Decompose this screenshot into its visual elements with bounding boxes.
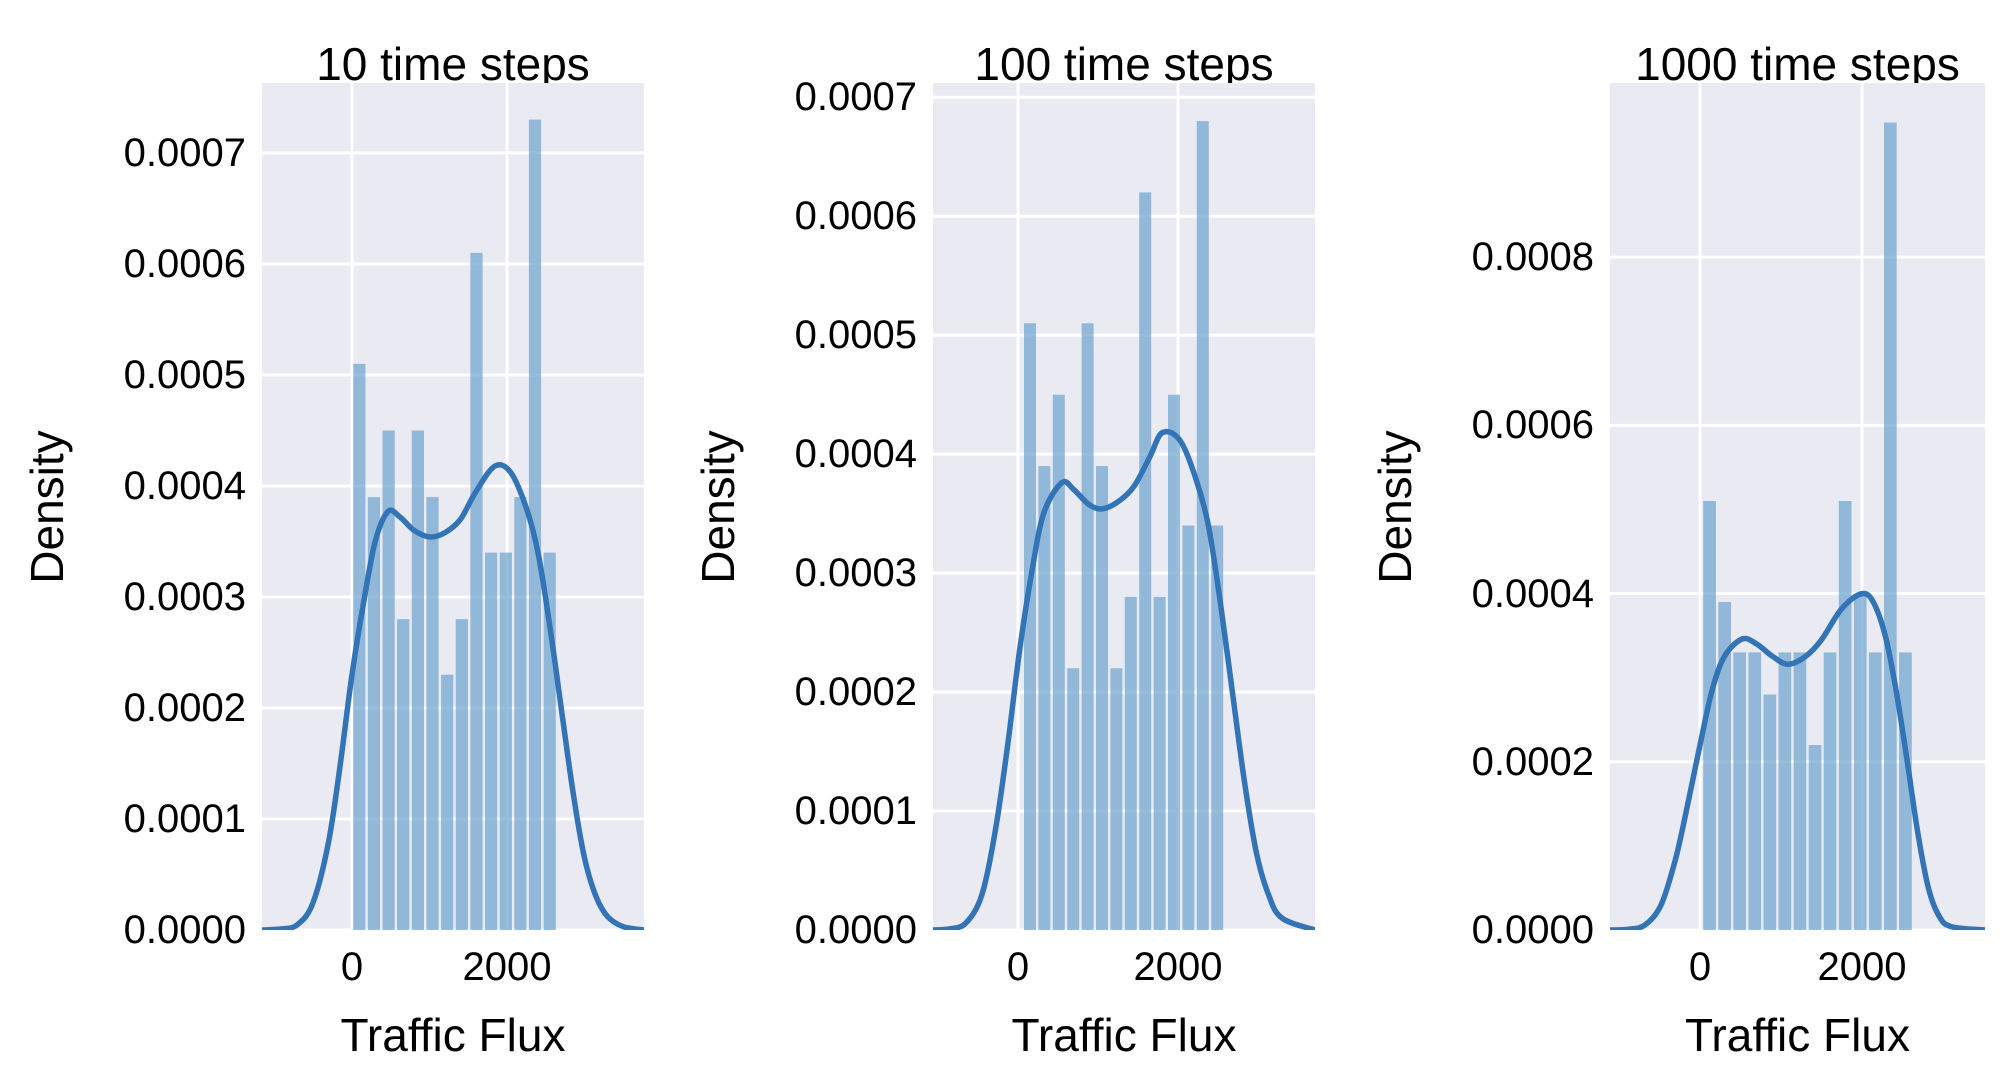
y-tick-label: 0.0004 [123,463,246,508]
histogram-bar [1182,525,1195,930]
histogram-bar [1196,121,1209,930]
x-tick-label: 0 [1006,945,1030,989]
histogram-bar [1778,652,1792,930]
kde-curve [1610,590,1985,930]
histogram-bar [1024,323,1036,930]
histogram-bar [470,252,483,930]
histogram-bar [455,619,468,930]
histogram-bar [1838,501,1852,930]
y-tick-label: 0.0003 [794,551,917,596]
histogram-bar [382,430,395,930]
histogram-bars [1024,121,1224,930]
y-tick-label: 0.0004 [794,432,917,477]
y-tick-label: 0.0000 [794,908,917,952]
y-tick-label: 0.0004 [1471,571,1594,616]
histogram-bar [1884,122,1897,930]
histogram-bar [1793,652,1807,930]
y-tick-label: 0.0002 [1471,739,1594,784]
y-tick-label: 0.0003 [123,574,246,619]
x-tick-label: 0 [340,945,364,989]
subplot-title: 1000 time steps [1635,38,1960,91]
histogram-bars [353,119,556,930]
histogram-bar [1038,466,1051,930]
y-tick-label: 0.0008 [1471,235,1594,280]
y-axis-label: Density [1369,429,1421,584]
histogram-bar [514,497,527,930]
histogram-bar [367,497,380,930]
y-tick-label: 0.0006 [794,194,917,239]
plot-area [262,83,644,930]
histogram-bar [441,674,454,930]
kde-curve [933,428,1315,930]
x-tick-label: 0 [1688,945,1712,989]
histogram-bar [1703,501,1716,930]
histogram-bar [1067,668,1080,930]
histogram-bars [1703,122,1912,930]
subplot-title: 100 time steps [974,38,1274,91]
histogram-bar [1124,596,1137,930]
y-tick-label: 0.0005 [794,313,917,358]
histogram-bar [353,363,366,930]
histogram-bar [1168,394,1180,930]
histogram-bar [1153,596,1166,930]
y-tick-label: 0.0000 [1471,908,1594,952]
histogram-bar [1808,745,1822,930]
histogram-bar [499,552,512,930]
kde-curve [262,461,644,930]
y-tick-label: 0.0002 [123,685,246,730]
plot-area [1610,83,1985,930]
histogram-bar [1748,652,1762,930]
histogram-bar [426,497,439,930]
y-tick-label: 0.0006 [1471,403,1594,448]
histogram-bar [1868,652,1882,930]
histogram-bar [1096,466,1108,930]
histogram-bar [1823,652,1837,930]
x-axis-label: Traffic Flux [340,1009,566,1061]
x-tick-label: 2000 [1817,945,1907,989]
y-tick-label: 0.0005 [123,352,246,397]
histogram-bar [528,119,542,930]
plot-area [933,83,1315,930]
histogram-bar [1853,593,1867,930]
histogram-bar [411,430,424,930]
histogram-bar [1718,602,1731,930]
y-tick-label: 0.0001 [123,796,246,841]
histogram-bar [1733,652,1746,930]
y-tick-label: 0.0007 [123,130,246,175]
y-axis-label: Density [692,429,744,584]
x-tick-label: 2000 [462,945,552,989]
histogram-bar [1052,394,1065,930]
x-axis-label: Traffic Flux [1011,1009,1237,1061]
histogram-bar [485,552,498,930]
x-axis-label: Traffic Flux [1685,1009,1910,1061]
y-tick-label: 0.0002 [794,670,917,715]
histogram-bar [1110,668,1123,930]
histogram-bar [1139,192,1152,930]
y-tick-label: 0.0007 [794,75,917,120]
histogram-bar [397,619,410,930]
x-tick-label: 2000 [1133,945,1223,989]
y-tick-label: 0.0000 [123,908,246,952]
histogram-bar [1081,323,1094,930]
subplot-title: 10 time steps [316,38,590,91]
y-tick-label: 0.0001 [794,789,917,834]
histogram-bar [1211,525,1224,930]
y-tick-label: 0.0006 [123,241,246,286]
histogram-bar [1763,694,1777,930]
